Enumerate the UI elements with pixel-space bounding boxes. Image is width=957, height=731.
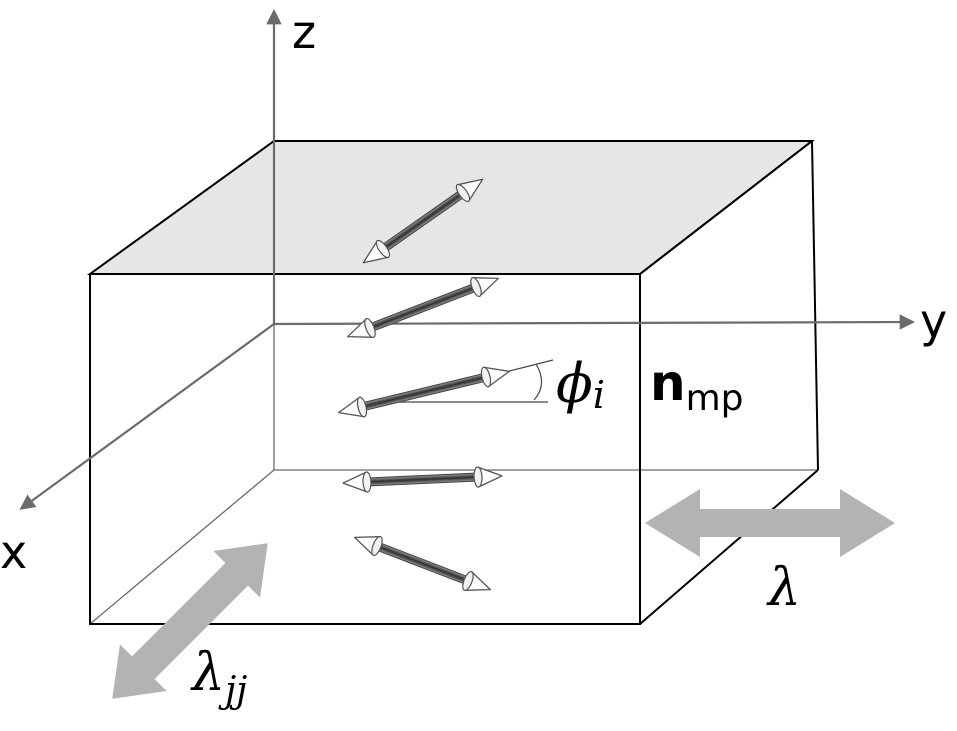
molecule-4 bbox=[342, 466, 503, 493]
molecule-cone-tip bbox=[470, 276, 500, 298]
molecule-2 bbox=[346, 276, 500, 339]
molecule-rod bbox=[366, 472, 479, 487]
box-back-right-edge bbox=[811, 140, 819, 471]
molecule-rod bbox=[375, 542, 470, 585]
molecule-cone-tip bbox=[362, 239, 391, 264]
molecule-cone-tip bbox=[455, 178, 484, 203]
lambda-double-arrow bbox=[645, 489, 895, 557]
x-axis bbox=[19, 323, 275, 510]
molecule-cone-tip bbox=[480, 366, 510, 388]
box-right-face-edges bbox=[639, 140, 819, 625]
box-front-face bbox=[89, 273, 641, 625]
phi-arc bbox=[533, 363, 543, 401]
box-top-face bbox=[86, 140, 815, 275]
molecule-rod bbox=[361, 373, 487, 411]
molecule-cone-tip bbox=[462, 570, 492, 592]
molecule-3 bbox=[338, 366, 510, 418]
lambda-jj-double-arrow bbox=[112, 543, 268, 699]
z-axis-label: z bbox=[292, 5, 316, 59]
molecule-cone-tip bbox=[338, 396, 368, 418]
phi-i-label: ϕi bbox=[556, 352, 605, 417]
lambda-label: λ bbox=[766, 558, 801, 618]
molecule-1 bbox=[362, 178, 484, 264]
molecule-cone-tip bbox=[473, 466, 503, 488]
molecule-5 bbox=[353, 535, 492, 592]
molecule-cone-tip bbox=[353, 535, 383, 557]
lambda-jj-label: λjj bbox=[190, 643, 247, 711]
molecule-cone-tip bbox=[342, 471, 372, 493]
y-axis-label: y bbox=[920, 294, 947, 348]
director-n-mp-label: nmp bbox=[650, 354, 744, 419]
molecule-group bbox=[338, 178, 510, 592]
molecule-cone-tip bbox=[346, 317, 376, 339]
x-axis-label: x bbox=[0, 525, 27, 579]
